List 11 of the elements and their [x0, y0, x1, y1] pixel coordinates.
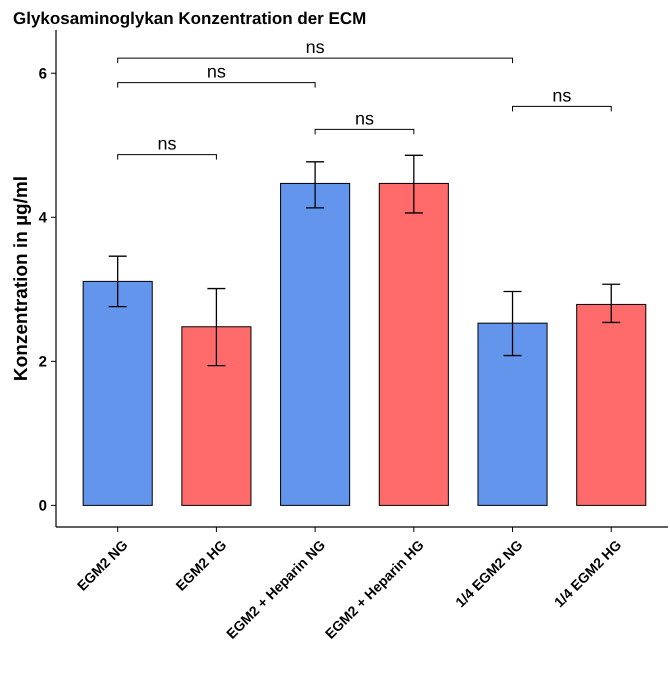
annotation: ns [354, 108, 374, 128]
chart-title: Glykosaminoglykan Konzentration der ECM [13, 9, 366, 28]
annotation: ns [158, 134, 177, 154]
y-tick-label: 0 [38, 498, 47, 515]
y-axis-title: Konzentration in µg/ml [11, 176, 32, 382]
annotation: ns [206, 62, 226, 82]
annotation: ns [552, 85, 572, 106]
y-tick-label: 6 [38, 65, 47, 82]
y-tick-label: 4 [38, 210, 48, 227]
annotation: ns [306, 37, 325, 58]
y-tick-label: 2 [38, 354, 47, 371]
